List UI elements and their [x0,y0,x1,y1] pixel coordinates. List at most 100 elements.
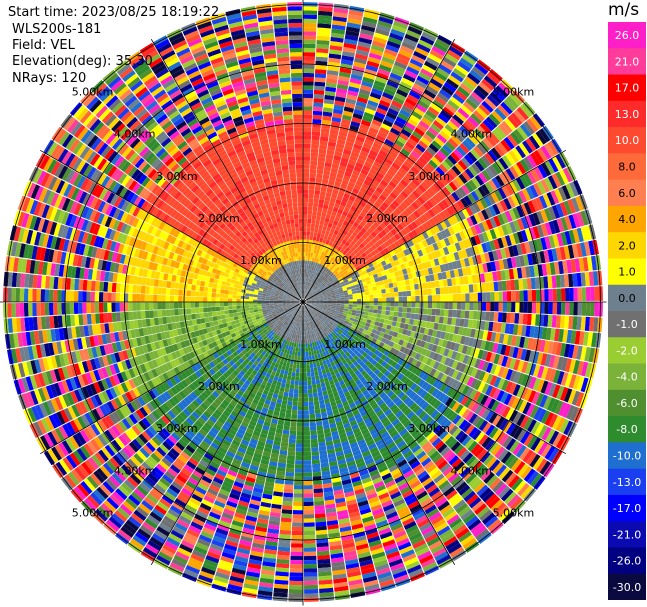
velocity-gate [323,99,335,105]
velocity-gate [481,169,492,182]
velocity-gate [431,308,437,316]
velocity-gate [373,273,379,279]
velocity-gate [390,306,395,312]
velocity-gate [532,133,544,147]
velocity-gate [489,240,496,251]
velocity-gate [388,256,395,263]
velocity-gate [489,228,497,240]
velocity-gate [399,109,411,118]
velocity-gate [496,201,505,214]
velocity-gate [414,283,419,290]
velocity-gate [447,138,459,149]
velocity-gate [331,283,337,287]
velocity-gate [369,294,374,299]
velocity-gate [415,257,422,265]
velocity-gate [303,551,317,557]
velocity-gate [439,264,446,273]
velocity-gate [314,228,319,233]
velocity-gate [310,252,314,258]
velocity-gate [342,110,353,117]
velocity-gate [577,302,583,316]
velocity-gate [334,259,340,265]
velocity-gate [325,158,333,164]
velocity-gate [433,42,448,53]
velocity-gate [525,186,535,200]
velocity-gate [390,228,398,236]
velocity-gate [391,162,401,171]
velocity-gate [393,174,403,182]
velocity-gate [342,175,351,182]
velocity-gate [414,198,423,208]
velocity-gate [478,103,491,116]
velocity-gate [339,161,348,168]
velocity-gate [303,214,308,219]
velocity-gate [363,111,374,119]
velocity-gate [330,167,339,174]
velocity-gate [317,366,322,372]
velocity-gate [373,309,378,314]
velocity-gate [405,141,415,150]
velocity-gate [315,177,323,183]
velocity-gate [470,265,476,275]
velocity-gate [367,56,381,64]
velocity-gate [306,296,310,300]
velocity-gate [380,146,390,154]
velocity-gate [371,282,377,287]
velocity-gate [379,249,386,256]
velocity-gate [502,170,512,183]
velocity-gate [505,222,513,235]
velocity-gate [379,280,385,286]
velocity-gate [344,34,359,42]
velocity-gate [338,204,345,211]
velocity-gate [303,505,314,511]
velocity-gate [358,271,364,277]
velocity-gate [339,248,345,254]
velocity-gate [376,153,386,161]
velocity-gate [382,219,390,227]
velocity-gate [308,393,313,398]
velocity-gate [364,230,371,237]
velocity-gate [523,156,534,170]
velocity-gate [414,175,424,184]
velocity-gate [423,302,428,309]
velocity-gate [391,177,400,186]
velocity-gate [464,310,470,319]
velocity-gate [527,302,533,314]
velocity-gate [382,302,387,307]
velocity-gate [303,360,307,365]
velocity-gate [383,187,392,195]
velocity-gate [324,286,329,290]
velocity-gate [314,77,326,83]
velocity-gate [307,376,312,381]
velocity-gate [394,271,400,277]
velocity-gate [307,372,311,377]
velocity-gate [451,234,459,244]
velocity-gate [484,97,497,110]
velocity-gate [295,460,303,465]
velocity-gate [321,276,326,281]
velocity-gate [303,189,309,194]
velocity-gate [320,136,329,142]
velocity-gate [396,136,407,145]
velocity-gate [358,263,365,269]
velocity-gate [355,251,362,258]
velocity-gate [440,239,447,248]
velocity-gate [342,220,349,227]
velocity-gate [481,282,486,292]
velocity-gate [303,451,312,457]
velocity-gate [316,211,322,217]
velocity-gate [393,287,399,293]
velocity-gate [289,363,294,368]
velocity-gate [380,229,387,237]
velocity-gate [527,200,536,214]
velocity-gate [463,195,473,206]
velocity-gate [432,99,445,110]
velocity-gate [317,273,321,278]
velocity-gate [308,248,312,253]
velocity-gate [584,225,592,241]
velocity-gate [312,359,316,364]
velocity-gate [439,211,447,221]
velocity-gate [294,480,303,486]
velocity-gate [425,85,439,96]
velocity-gate [402,210,410,218]
